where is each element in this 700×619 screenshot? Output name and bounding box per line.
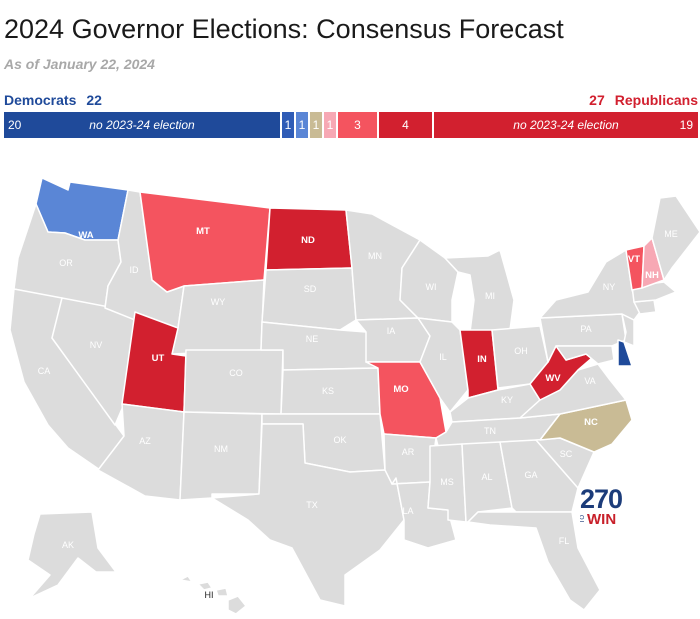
- state-WY[interactable]: [171, 279, 265, 355]
- us-map: WA OR CA NV ID MT WY UT AZ CO NM ND SD N…: [9, 177, 700, 615]
- state-label-OR: OR: [59, 258, 73, 268]
- state-label-WI: WI: [426, 282, 437, 292]
- bar-segment-rep-no-election[interactable]: no 2023-24 election 19: [434, 112, 698, 138]
- state-label-OK: OK: [333, 435, 346, 445]
- state-label-NH: NH: [645, 270, 659, 281]
- state-IA[interactable]: [355, 317, 431, 363]
- state-label-OH: OH: [514, 346, 528, 356]
- page-title: 2024 Governor Elections: Consensus Forec…: [4, 14, 564, 44]
- bar-segment-lean-rep[interactable]: 1: [324, 112, 338, 138]
- state-label-WV: WV: [545, 373, 561, 384]
- state-label-NV: NV: [90, 340, 103, 350]
- state-label-AZ: AZ: [139, 436, 151, 446]
- state-FL[interactable]: [467, 511, 601, 611]
- bar-segment-value: 1: [326, 118, 334, 132]
- state-label-NE: NE: [306, 334, 319, 344]
- state-label-AL: AL: [481, 472, 492, 482]
- state-label-KY: KY: [501, 395, 513, 405]
- state-label-MT: MT: [196, 226, 210, 237]
- state-label-NM: NM: [214, 444, 228, 454]
- state-label-ND: ND: [301, 235, 315, 246]
- logo-sub: TO WIN: [580, 512, 622, 527]
- state-label-MS: MS: [440, 477, 454, 487]
- bar-segment-likely-rep[interactable]: 3: [338, 112, 379, 138]
- state-AR[interactable]: [383, 433, 437, 485]
- bar-segment-value: 1: [284, 118, 292, 132]
- seat-bar: 20 no 2023-24 election 1 1 1 1 3 4 no 20…: [4, 112, 698, 138]
- state-label-ME: ME: [664, 229, 678, 239]
- state-label-CA: CA: [38, 366, 51, 376]
- state-label-CO: CO: [229, 368, 243, 378]
- democrats-count: 22: [86, 92, 102, 108]
- state-CO[interactable]: [183, 349, 284, 415]
- bar-segment-safe-rep[interactable]: 4: [379, 112, 434, 138]
- state-NY[interactable]: [539, 249, 641, 321]
- state-label-PA: PA: [580, 324, 591, 334]
- logo-number: 270: [580, 484, 623, 514]
- republicans-count: 27: [589, 92, 605, 108]
- bar-segment-value: 20: [8, 118, 22, 132]
- bar-segment-lean-dem[interactable]: 1: [296, 112, 310, 138]
- state-label-NC: NC: [584, 417, 598, 428]
- state-label-UT: UT: [152, 353, 165, 364]
- state-label-MN: MN: [368, 251, 382, 261]
- democrats-label-text: Democrats: [4, 92, 77, 108]
- bar-segment-dem-no-election[interactable]: 20 no 2023-24 election: [4, 112, 282, 138]
- bar-segment-note: no 2023-24 election: [513, 118, 619, 132]
- bar-segment-toss-up[interactable]: 1: [310, 112, 324, 138]
- logo-270towin[interactable]: 270 TO WIN: [580, 484, 623, 528]
- logo-win: WIN: [587, 511, 617, 528]
- bar-segment-value: 19: [679, 118, 693, 132]
- state-label-TX: TX: [306, 500, 318, 510]
- state-DE[interactable]: [617, 339, 633, 367]
- state-AK[interactable]: [27, 511, 117, 599]
- state-label-TN: TN: [484, 426, 496, 436]
- republicans-label: 27 Republicans: [579, 92, 698, 108]
- bar-segment-value: 4: [402, 118, 409, 132]
- state-MT[interactable]: [139, 191, 271, 293]
- page-subtitle: As of January 22, 2024: [4, 56, 155, 72]
- state-label-ID: ID: [130, 265, 140, 275]
- bar-segment-value: 3: [354, 118, 361, 132]
- democrats-label: Democrats 22: [4, 92, 112, 108]
- state-label-IN: IN: [477, 354, 487, 365]
- state-label-WY: WY: [211, 297, 226, 307]
- state-label-AR: AR: [402, 447, 415, 457]
- state-ME[interactable]: [651, 195, 700, 281]
- bar-segment-value: 1: [312, 118, 320, 132]
- state-label-SD: SD: [304, 284, 317, 294]
- state-MI[interactable]: [444, 249, 515, 333]
- state-label-GA: GA: [524, 470, 537, 480]
- state-HI[interactable]: [179, 575, 247, 615]
- state-label-FL: FL: [559, 536, 570, 546]
- state-TX[interactable]: [211, 423, 405, 607]
- state-label-SC: SC: [560, 449, 573, 459]
- state-label-MO: MO: [393, 384, 408, 395]
- state-label-VT: VT: [628, 254, 640, 265]
- state-label-IA: IA: [387, 326, 396, 336]
- state-label-AK: AK: [62, 540, 74, 550]
- state-WI[interactable]: [399, 239, 459, 323]
- state-MD[interactable]: [555, 345, 615, 365]
- state-label-IL: IL: [439, 352, 447, 362]
- state-label-WA: WA: [78, 230, 93, 241]
- republicans-label-text: Republicans: [614, 92, 698, 108]
- state-SD[interactable]: [261, 267, 357, 331]
- bar-segment-note: no 2023-24 election: [89, 118, 195, 132]
- state-label-KS: KS: [322, 386, 334, 396]
- bar-segment-value: 1: [298, 118, 306, 132]
- state-NM[interactable]: [179, 411, 263, 501]
- state-label-MI: MI: [485, 291, 495, 301]
- bar-segment-safe-dem[interactable]: 1: [282, 112, 296, 138]
- state-label-LA: LA: [402, 506, 413, 516]
- state-label-VA: VA: [584, 376, 595, 386]
- state-label-NY: NY: [603, 282, 616, 292]
- state-label-HI: HI: [205, 590, 214, 600]
- logo-to: TO: [580, 515, 586, 524]
